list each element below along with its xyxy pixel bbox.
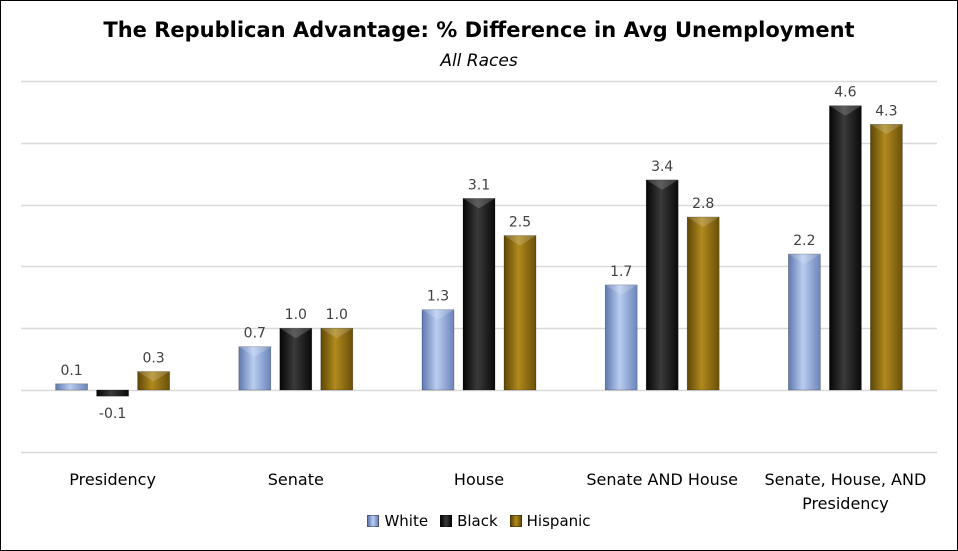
bar-hispanic-1 <box>320 327 354 391</box>
value-label-white-0: 0.1 <box>60 363 82 379</box>
value-label-hispanic-1: 1.0 <box>326 307 348 323</box>
value-label-white-3: 1.7 <box>610 264 632 280</box>
bar-bevel-hispanic-3 <box>687 216 720 227</box>
bar-bevel-hispanic-4 <box>870 124 903 135</box>
bar-black-2 <box>462 198 496 391</box>
legend-swatch-hispanic <box>509 515 522 527</box>
value-label-hispanic-2: 2.5 <box>509 215 531 231</box>
bars <box>55 105 903 397</box>
bar-bevel-hispanic-2 <box>504 235 536 246</box>
legend-swatch-white <box>367 515 380 527</box>
bar-bevel-white-3 <box>605 284 638 295</box>
category-label-1: Senate <box>268 470 324 489</box>
bar-white-2 <box>421 309 455 391</box>
category-label-3: Senate AND House <box>586 470 738 489</box>
value-labels: 0.1 -0.1 0.3 0.7 1.0 1.0 1.3 3.1 2.5 1.7 3.4 2.8 2.2… <box>60 85 897 423</box>
value-label-white-2: 1.3 <box>427 289 449 305</box>
bar-bevel-white-4 <box>788 254 821 265</box>
bar-hispanic-2 <box>503 235 537 391</box>
bar-white-3 <box>604 284 638 391</box>
bar-white-1 <box>238 346 272 391</box>
value-label-white-1: 0.7 <box>244 326 266 342</box>
value-label-black-4: 4.6 <box>834 85 856 101</box>
category-label-0: Presidency <box>69 470 156 489</box>
category-label-2: House <box>454 470 504 489</box>
legend-label-white: White <box>384 512 429 530</box>
bar-white-0 <box>55 383 88 391</box>
value-label-white-4: 2.2 <box>793 233 815 249</box>
value-label-black-1: 1.0 <box>285 307 307 323</box>
bar-bevel-hispanic-0 <box>137 371 170 382</box>
category-label-4-line0: Senate, House, AND <box>765 470 927 489</box>
bar-black-4 <box>829 105 862 391</box>
legend-swatch-black <box>440 515 453 527</box>
bar-hispanic-0 <box>137 371 170 391</box>
value-label-hispanic-0: 0.3 <box>142 351 164 367</box>
legend-label-hispanic: Hispanic <box>526 512 591 530</box>
value-label-black-3: 3.4 <box>651 159 673 175</box>
value-label-hispanic-3: 2.8 <box>692 196 714 212</box>
bar-black-0 <box>96 389 129 397</box>
category-label-4-line1: Presidency <box>802 494 889 513</box>
value-label-black-2: 3.1 <box>468 177 490 193</box>
legend-item-black: Black <box>440 512 498 530</box>
chart-title: The Republican Advantage: % Difference i… <box>103 18 855 42</box>
legend-item-hispanic: Hispanic <box>509 512 591 530</box>
legend: White Black Hispanic <box>1 512 957 530</box>
legend-label-black: Black <box>457 512 498 530</box>
gridlines <box>21 80 937 454</box>
bar-black-3 <box>645 179 679 391</box>
bar-bevel-black-3 <box>646 179 679 190</box>
bar-bevel-hispanic-1 <box>320 328 353 339</box>
bar-bevel-white-2 <box>422 309 454 320</box>
value-label-hispanic-4: 4.3 <box>875 103 897 119</box>
category-labels: Presidency Senate House Senate AND House Sen… <box>69 470 926 513</box>
bar-black-1 <box>279 327 313 391</box>
legend-item-white: White <box>367 512 428 530</box>
value-label-black-0: -0.1 <box>99 406 126 422</box>
bar-bevel-white-1 <box>238 346 271 357</box>
bar-bevel-black-2 <box>463 198 495 209</box>
chart-subtitle: All Races <box>440 51 518 71</box>
bar-hispanic-4 <box>870 124 903 391</box>
bar-white-4 <box>788 253 821 391</box>
bar-bevel-black-1 <box>279 328 312 339</box>
bar-bevel-black-4 <box>829 105 862 116</box>
bar-hispanic-3 <box>686 216 720 391</box>
